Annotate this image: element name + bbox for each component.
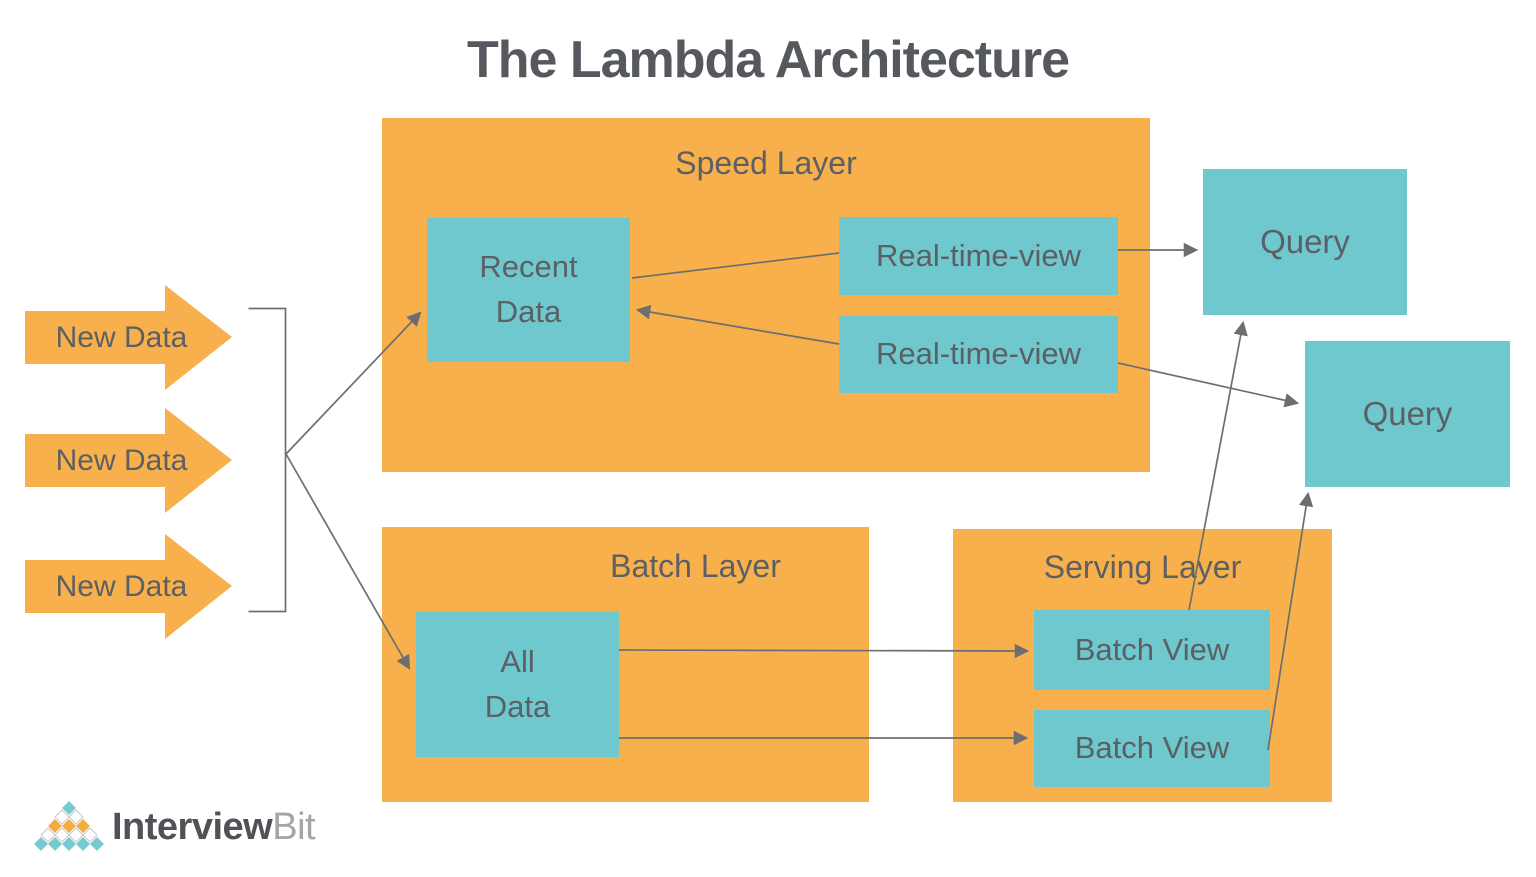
merge-bracket — [248, 307, 287, 613]
new-data-label-2: New Data — [55, 443, 188, 477]
batch-view-label-2: Batch View — [1074, 730, 1230, 766]
recent-data-node: Recent Data — [427, 218, 630, 362]
query-node-top: Query — [1203, 169, 1407, 315]
thick-right-arrow-icon — [25, 534, 232, 639]
new-data-label-1: New Data — [55, 320, 188, 354]
real-time-view-node-2: Real-time-view — [839, 316, 1118, 393]
query-top-label: Query — [1260, 223, 1350, 261]
thick-right-arrow-icon — [25, 408, 232, 513]
input-arrow-new-data-2: New Data — [25, 408, 232, 513]
batch-layer-label: Batch Layer — [610, 548, 781, 584]
interviewbit-logo: InterviewBit — [30, 798, 320, 858]
batch-view-node-1: Batch View — [1034, 610, 1270, 690]
logo-text-bit: Bit — [272, 806, 316, 848]
real-time-view-label-2: Real-time-view — [876, 336, 1081, 372]
batch-view-label-1: Batch View — [1074, 631, 1230, 667]
all-data-label: All Data — [484, 643, 551, 724]
all-data-node: All Data — [416, 612, 619, 757]
thick-right-arrow-icon — [25, 285, 232, 390]
batch-view-node-2: Batch View — [1034, 710, 1270, 787]
speed-layer-label: Speed Layer — [675, 145, 857, 181]
new-data-label-3: New Data — [55, 569, 188, 603]
input-arrow-new-data-3: New Data — [25, 534, 232, 639]
real-time-view-node-1: Real-time-view — [839, 217, 1118, 295]
query-right-label: Query — [1362, 395, 1453, 433]
logo-text-interview: Interview — [112, 806, 273, 848]
recent-data-label: Recent Data — [479, 249, 578, 329]
diagram-title: The Lambda Architecture — [466, 31, 1070, 89]
real-time-view-label-1: Real-time-view — [876, 237, 1081, 273]
diamond-pyramid-icon — [34, 801, 104, 851]
serving-layer-label: Serving Layer — [1043, 549, 1242, 585]
input-arrow-new-data-1: New Data — [25, 285, 232, 390]
query-node-right: Query — [1305, 341, 1510, 487]
logo-text: InterviewBit — [112, 806, 316, 849]
